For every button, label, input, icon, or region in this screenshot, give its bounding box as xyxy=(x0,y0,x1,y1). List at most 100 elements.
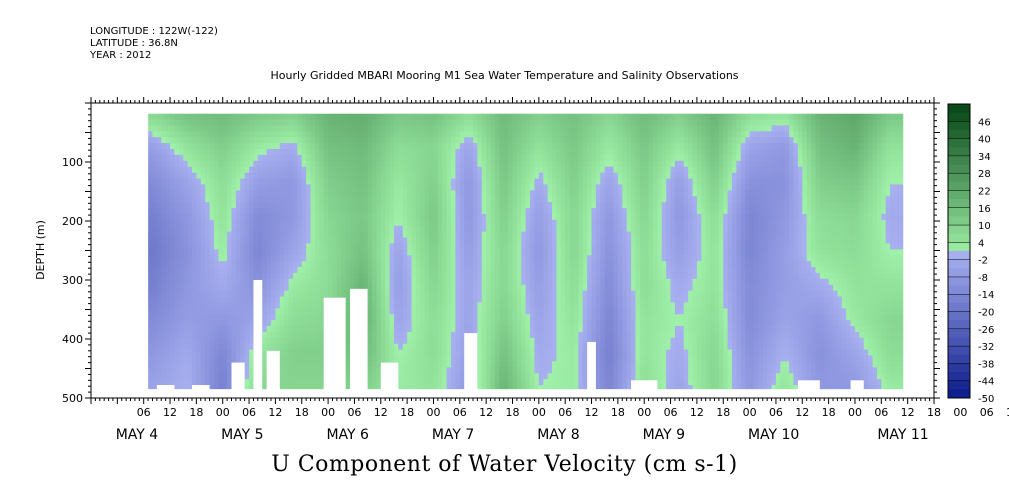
heatmap-cell xyxy=(209,314,215,321)
heatmap-cell xyxy=(240,302,246,309)
heatmap-cell xyxy=(284,119,290,127)
heatmap-cell xyxy=(306,308,312,315)
heatmap-cell xyxy=(376,219,382,227)
heatmap-cell xyxy=(222,160,228,168)
heatmap-cell xyxy=(398,213,404,221)
heatmap-cell xyxy=(306,154,312,162)
heatmap-cell xyxy=(499,331,505,339)
heatmap-cell xyxy=(310,113,316,121)
heatmap-cell xyxy=(560,213,566,221)
heatmap-cell xyxy=(486,379,492,386)
heatmap-cell xyxy=(437,225,443,233)
heatmap-cell xyxy=(336,261,342,268)
heatmap-cell xyxy=(486,361,492,368)
heatmap-cell xyxy=(459,337,465,345)
heatmap-cell xyxy=(319,249,325,256)
heatmap-cell xyxy=(372,143,377,150)
heatmap-cell xyxy=(530,337,536,345)
heatmap-cell xyxy=(573,267,579,274)
heatmap-cell xyxy=(187,213,193,221)
heatmap-cell xyxy=(306,255,312,262)
heatmap-cell xyxy=(200,337,206,345)
heatmap-cell xyxy=(385,355,391,363)
heatmap-cell xyxy=(156,355,162,363)
heatmap-cell xyxy=(332,160,338,168)
heatmap-cell xyxy=(209,184,215,191)
heatmap-cell xyxy=(319,308,325,315)
heatmap-cell xyxy=(552,373,558,380)
heatmap-cell xyxy=(534,284,540,292)
heatmap-cell xyxy=(284,361,290,368)
heatmap-cell xyxy=(464,296,470,304)
heatmap-cell xyxy=(499,326,505,333)
heatmap-cell xyxy=(591,267,597,274)
heatmap-cell xyxy=(552,213,558,221)
heatmap-cell xyxy=(218,373,224,380)
heatmap-cell xyxy=(240,225,246,233)
heatmap-cell xyxy=(380,284,386,292)
heatmap-cell xyxy=(538,373,544,380)
heatmap-cell xyxy=(319,267,325,274)
heatmap-cell xyxy=(235,243,241,250)
heatmap-cell xyxy=(183,160,189,168)
heatmap-cell xyxy=(266,237,272,245)
heatmap-cell xyxy=(499,119,505,127)
heatmap-cell xyxy=(178,267,184,274)
heatmap-cell xyxy=(560,231,566,239)
heatmap-cell xyxy=(231,190,237,197)
heatmap-cell xyxy=(345,302,351,309)
heatmap-cell xyxy=(275,190,281,197)
heatmap-cell xyxy=(411,219,417,227)
heatmap-cell xyxy=(380,225,386,233)
heatmap-cell xyxy=(411,119,417,127)
heatmap-cell xyxy=(310,379,316,386)
heatmap-cell xyxy=(595,337,601,345)
heatmap-cell xyxy=(494,355,500,363)
heatmap-cell xyxy=(380,119,386,127)
heatmap-cell xyxy=(534,178,540,186)
heatmap-cell xyxy=(358,184,364,191)
heatmap-cell xyxy=(508,255,514,262)
heatmap-cell xyxy=(227,337,233,345)
heatmap-cell xyxy=(521,137,527,144)
heatmap-cell xyxy=(569,196,575,203)
heatmap-cell xyxy=(552,255,558,262)
heatmap-cell xyxy=(494,326,500,333)
heatmap-cell xyxy=(319,184,325,191)
heatmap-cell xyxy=(578,373,584,380)
heatmap-cell xyxy=(538,314,544,321)
heatmap-cell xyxy=(306,160,312,168)
heatmap-cell xyxy=(402,379,408,386)
heatmap-cell xyxy=(240,331,246,339)
heatmap-cell xyxy=(174,178,180,186)
heatmap-cell xyxy=(595,314,601,321)
heatmap-cell xyxy=(490,278,496,286)
heatmap-cell xyxy=(424,261,430,268)
heatmap-cell xyxy=(271,131,277,138)
heatmap-cell xyxy=(433,302,439,309)
heatmap-cell xyxy=(196,231,202,239)
heatmap-cell xyxy=(200,231,206,239)
heatmap-cell xyxy=(336,272,342,280)
heatmap-cell xyxy=(183,172,189,180)
heatmap-cell xyxy=(148,385,154,392)
heatmap-cell xyxy=(481,355,487,363)
heatmap-cell xyxy=(376,290,382,298)
heatmap-cell xyxy=(393,302,399,309)
heatmap-cell xyxy=(543,137,549,144)
heatmap-cell xyxy=(565,267,571,274)
heatmap-cell xyxy=(183,190,189,197)
heatmap-cell xyxy=(534,343,540,351)
heatmap-cell xyxy=(494,178,500,186)
heatmap-cell xyxy=(468,119,474,127)
heatmap-cell xyxy=(521,225,527,233)
heatmap-cell xyxy=(569,255,575,262)
heatmap-cell xyxy=(372,308,377,315)
heatmap-cell xyxy=(433,261,439,268)
heatmap-cell xyxy=(222,172,228,180)
heatmap-cell xyxy=(464,314,470,321)
heatmap-cell xyxy=(227,308,233,315)
heatmap-cell xyxy=(455,190,461,197)
heatmap-cell xyxy=(582,343,588,351)
heatmap-cell xyxy=(595,125,601,132)
